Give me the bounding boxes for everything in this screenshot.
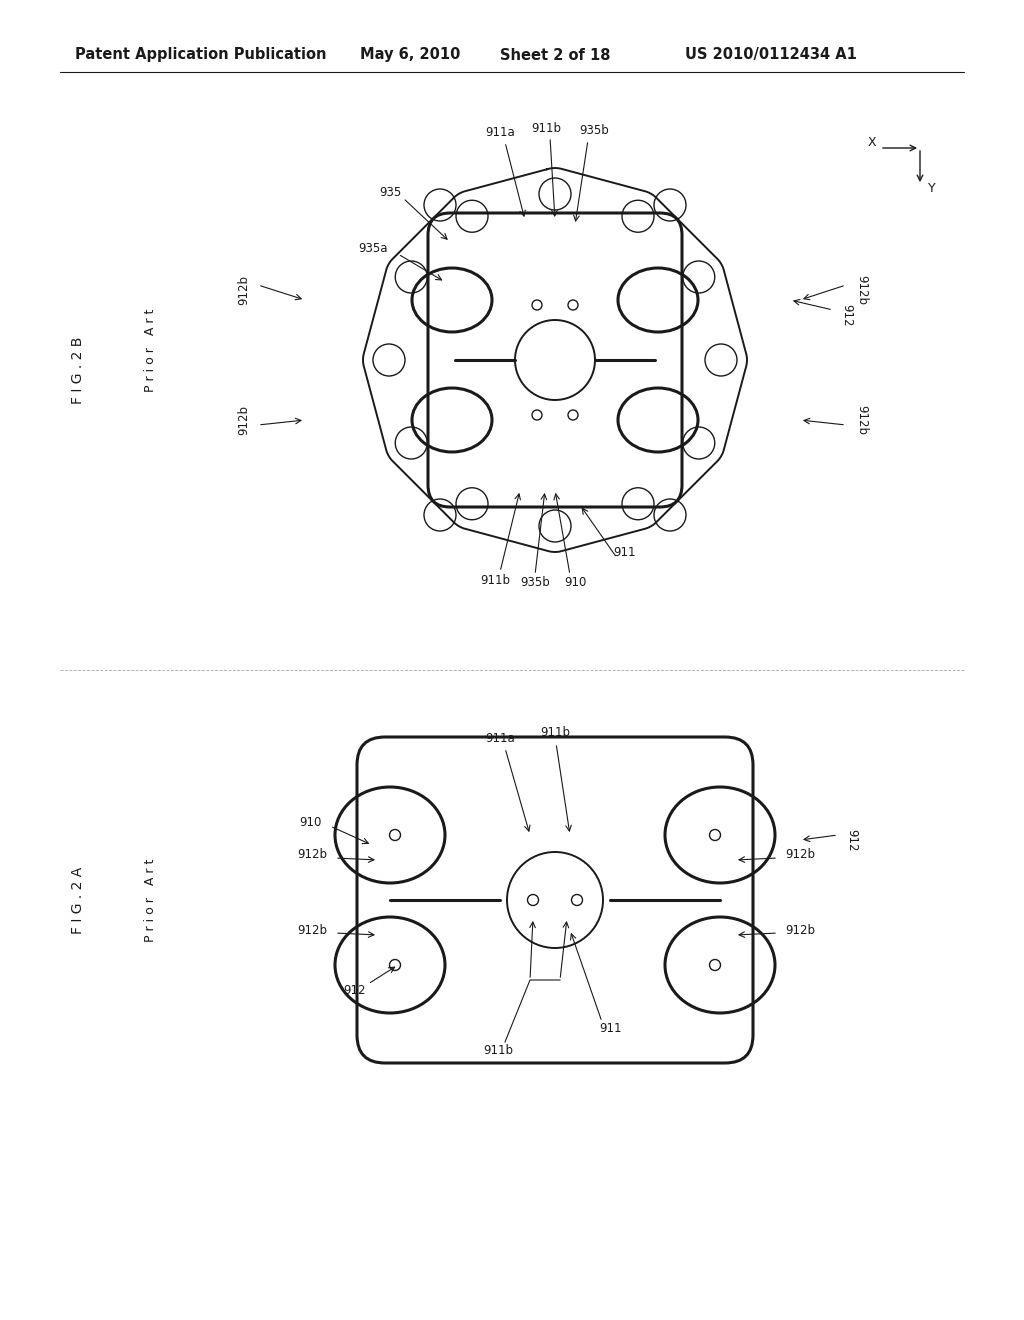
Text: 912: 912: [344, 983, 367, 997]
Text: 935: 935: [379, 186, 401, 198]
Text: 912b: 912b: [297, 924, 327, 936]
Text: 911b: 911b: [480, 573, 510, 586]
Text: May 6, 2010: May 6, 2010: [360, 48, 461, 62]
Text: F I G . 2 A: F I G . 2 A: [71, 866, 85, 933]
Text: P r i o r   A r t: P r i o r A r t: [143, 858, 157, 941]
Text: 911b: 911b: [483, 1044, 513, 1056]
Text: F I G . 2 B: F I G . 2 B: [71, 337, 85, 404]
Text: 935b: 935b: [520, 577, 550, 590]
Text: Sheet 2 of 18: Sheet 2 of 18: [500, 48, 610, 62]
Text: 912b: 912b: [855, 275, 868, 305]
Text: 911b: 911b: [540, 726, 570, 739]
Text: Y: Y: [928, 181, 936, 194]
Text: X: X: [867, 136, 876, 149]
Text: 911a: 911a: [485, 731, 515, 744]
Text: 911: 911: [613, 546, 636, 560]
Text: 912b: 912b: [855, 405, 868, 436]
Text: 912b: 912b: [297, 849, 327, 862]
Text: 912b: 912b: [785, 924, 815, 936]
Text: 910: 910: [300, 816, 322, 829]
Text: 912b: 912b: [785, 849, 815, 862]
Text: 911: 911: [599, 1022, 622, 1035]
Text: 935b: 935b: [580, 124, 609, 136]
Text: 935a: 935a: [358, 242, 388, 255]
Text: 911b: 911b: [531, 121, 561, 135]
Text: 911a: 911a: [485, 127, 515, 140]
Text: 910: 910: [564, 577, 586, 590]
Text: 912: 912: [840, 304, 853, 326]
Text: 912: 912: [845, 829, 858, 851]
Text: P r i o r   A r t: P r i o r A r t: [143, 309, 157, 392]
Text: US 2010/0112434 A1: US 2010/0112434 A1: [685, 48, 857, 62]
Text: 912b: 912b: [237, 405, 250, 436]
Text: 912b: 912b: [237, 275, 250, 305]
Text: Patent Application Publication: Patent Application Publication: [75, 48, 327, 62]
